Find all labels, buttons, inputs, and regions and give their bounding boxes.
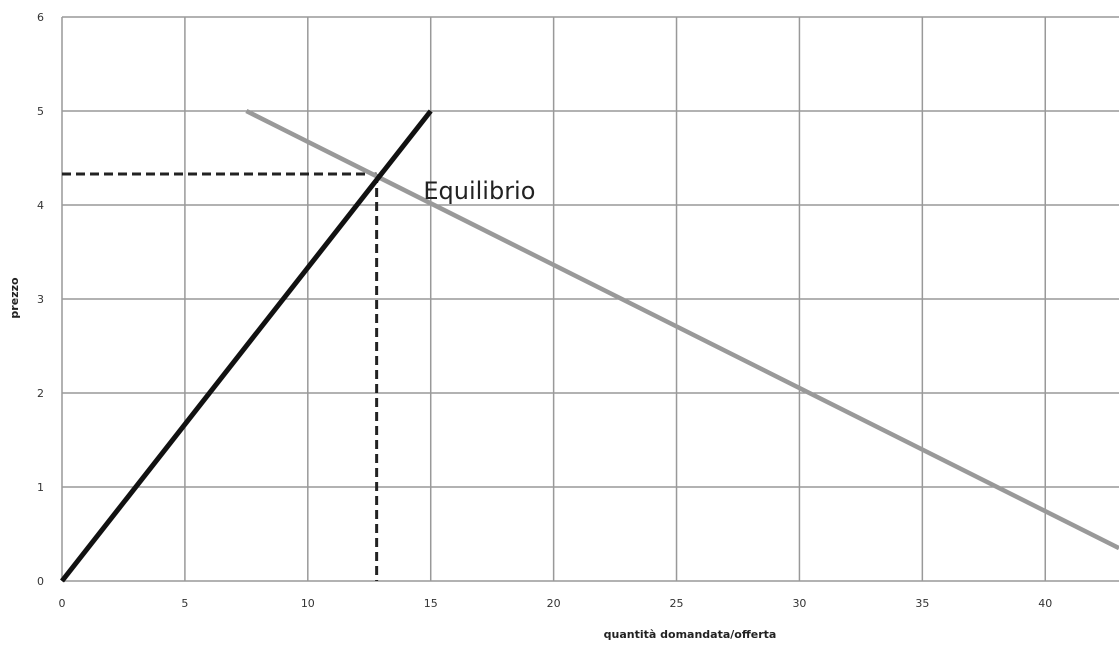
- series-lines: [60, 108, 1119, 583]
- grid: [61, 16, 1119, 582]
- demand-line: [245, 108, 1119, 551]
- y-tick-label: 0: [37, 575, 44, 588]
- y-tick-label: 2: [37, 387, 44, 400]
- x-tick-label: 10: [301, 597, 315, 610]
- y-axis-label: prezzo: [8, 277, 21, 319]
- x-axis-label: quantità domandata/offerta: [604, 628, 777, 641]
- x-tick-label: 15: [424, 597, 438, 610]
- y-tick-label: 3: [37, 293, 44, 306]
- y-tick-label: 4: [37, 199, 44, 212]
- x-tick-label: 30: [792, 597, 806, 610]
- x-tick-label: 35: [915, 597, 929, 610]
- x-tick-label: 20: [547, 597, 561, 610]
- tick-labels: 0 5 10 15 20 25 30 35 40 0 1 2 3 4 5 6: [37, 11, 1052, 610]
- x-tick-label: 5: [181, 597, 188, 610]
- x-tick-label: 0: [59, 597, 66, 610]
- equilibrium-guides: [62, 172, 379, 581]
- y-tick-label: 6: [37, 11, 44, 24]
- y-tick-label: 5: [37, 105, 44, 118]
- x-tick-label: 40: [1038, 597, 1052, 610]
- equilibrium-annotation: Equilibrio: [423, 177, 535, 205]
- supply-line: [60, 109, 433, 583]
- y-tick-label: 1: [37, 481, 44, 494]
- x-tick-label: 25: [670, 597, 684, 610]
